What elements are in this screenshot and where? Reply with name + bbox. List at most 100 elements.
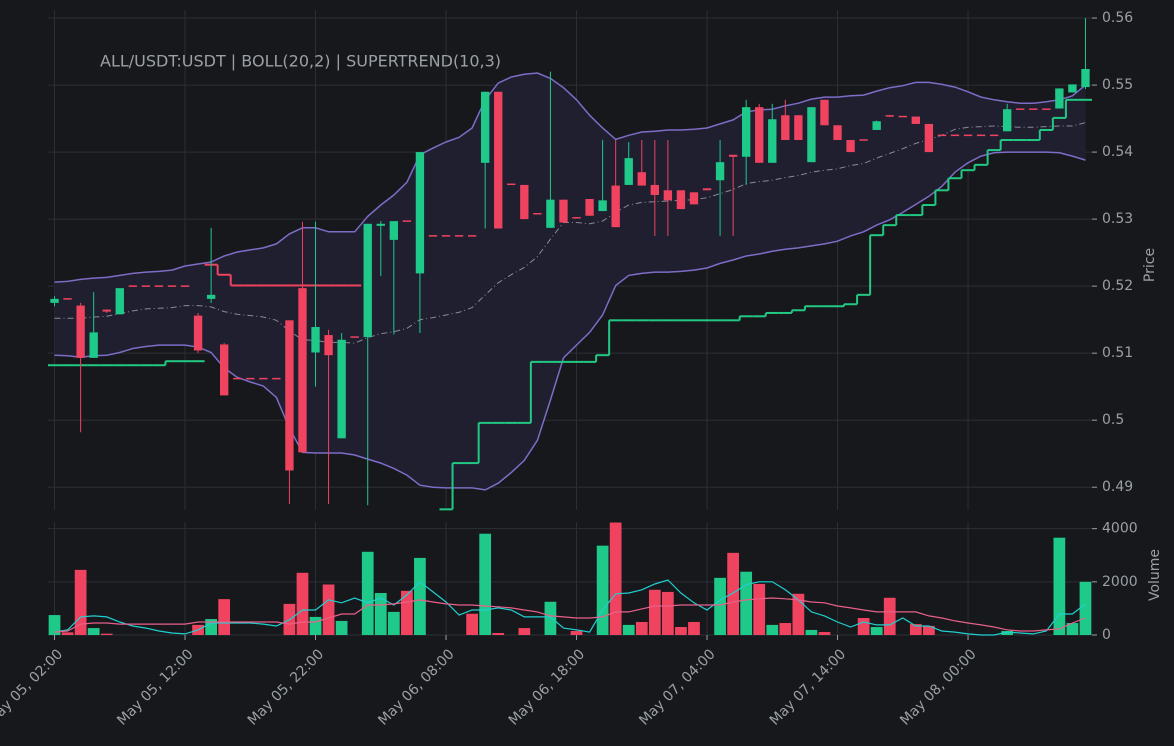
volume-bar — [688, 621, 700, 635]
band-fill — [54, 73, 1086, 490]
candle-body — [598, 200, 607, 212]
candle-body — [76, 305, 85, 358]
candle-body — [728, 154, 738, 157]
candle-body — [833, 125, 842, 141]
candle-body — [246, 377, 255, 380]
candle-body — [924, 123, 934, 153]
candle-body — [480, 91, 490, 163]
band-edge — [54, 72, 1086, 283]
candle-body — [180, 285, 190, 287]
volume-bar — [218, 599, 231, 635]
y-axis-title: Price — [1142, 248, 1158, 282]
y-tick-label: 0.56 — [1102, 10, 1133, 26]
candle-body — [1002, 109, 1012, 132]
volume-bar — [492, 633, 505, 635]
candle-body — [663, 190, 673, 201]
candle-body — [154, 285, 164, 287]
volume-bar — [361, 551, 374, 635]
candle-body — [259, 377, 268, 380]
volume-bar — [779, 623, 792, 635]
candle-body — [219, 344, 229, 396]
y-tick-label: 0 — [1102, 627, 1111, 643]
candle-body — [911, 116, 921, 124]
volume-bar — [766, 624, 779, 635]
candle-body — [507, 183, 516, 186]
volume-bar — [74, 569, 87, 635]
candle-body — [963, 134, 973, 137]
volume-bar — [648, 589, 661, 635]
candle-body — [859, 139, 868, 141]
candle-body — [976, 134, 986, 137]
candle-body — [846, 140, 855, 153]
candle-body — [546, 199, 555, 228]
candle-body — [559, 199, 568, 223]
candle-body — [989, 134, 999, 137]
x-tick-label: May 05, 02:00 — [0, 646, 66, 728]
band-middle — [54, 122, 1086, 344]
candle-body — [702, 188, 712, 191]
y-tick-label: 0.52 — [1102, 278, 1133, 294]
candle-body — [1055, 88, 1064, 109]
volume-bar — [727, 552, 739, 635]
volume-bar — [792, 593, 805, 635]
volume-bar — [1079, 581, 1092, 635]
y-tick-label: 0.53 — [1102, 211, 1133, 227]
candle-body — [755, 107, 764, 163]
x-tick-label: May 05, 12:00 — [114, 646, 196, 728]
candle-body — [324, 335, 333, 356]
volume-bar — [100, 633, 113, 635]
candle-body — [467, 235, 477, 237]
candle-body — [807, 107, 816, 163]
volume-bar — [622, 624, 635, 635]
volume-average — [54, 597, 1086, 633]
volume-bar — [1066, 623, 1079, 635]
volume-bar — [714, 577, 726, 635]
volume-axis-title: Volume — [1147, 549, 1163, 601]
candle-body — [611, 185, 620, 228]
x-tick-label: May 07, 14:00 — [767, 646, 849, 728]
candle-body — [768, 119, 777, 163]
candle-body — [520, 184, 529, 220]
candle-body — [115, 288, 124, 315]
volume-bar — [909, 624, 922, 635]
volume-bar — [570, 631, 583, 635]
y-tick-label: 0.51 — [1102, 345, 1133, 361]
candle-body — [415, 152, 425, 274]
candle-body — [794, 115, 803, 141]
volume-average — [54, 579, 1086, 636]
candle-body — [141, 285, 151, 287]
candle-body — [572, 217, 581, 219]
candle-body — [781, 115, 790, 141]
volume-bar — [1001, 631, 1014, 635]
volume-bar — [335, 620, 348, 635]
volume-bar — [518, 628, 531, 635]
candle-body — [937, 134, 947, 137]
volume-bar — [309, 616, 322, 635]
volume-bar — [544, 601, 557, 635]
volume-bar — [205, 619, 217, 635]
candle-body — [676, 190, 686, 210]
candle-body — [715, 162, 725, 181]
candle-body — [1081, 68, 1090, 88]
x-tick-label: May 06, 08:00 — [375, 646, 457, 728]
candle-body — [820, 99, 829, 126]
candle-body — [350, 336, 359, 338]
candle-body — [494, 91, 503, 229]
candle-body — [337, 339, 346, 439]
x-tick-label: May 06, 18:00 — [506, 646, 588, 728]
candle-body — [872, 121, 881, 130]
candle-body — [650, 184, 660, 195]
candle-body — [50, 298, 59, 303]
candle-body — [233, 377, 242, 380]
volume-bar — [870, 627, 883, 635]
y-tick-label: 2000 — [1102, 574, 1138, 590]
volume-bar — [883, 597, 896, 635]
candle-body — [637, 172, 646, 186]
volume-bar — [857, 617, 870, 635]
volume-bar — [740, 571, 753, 635]
volume-bar — [322, 584, 335, 635]
volume-bar — [296, 572, 309, 635]
volume-bar — [374, 592, 387, 635]
candle-body — [1068, 84, 1077, 93]
volume-bar — [387, 611, 400, 635]
